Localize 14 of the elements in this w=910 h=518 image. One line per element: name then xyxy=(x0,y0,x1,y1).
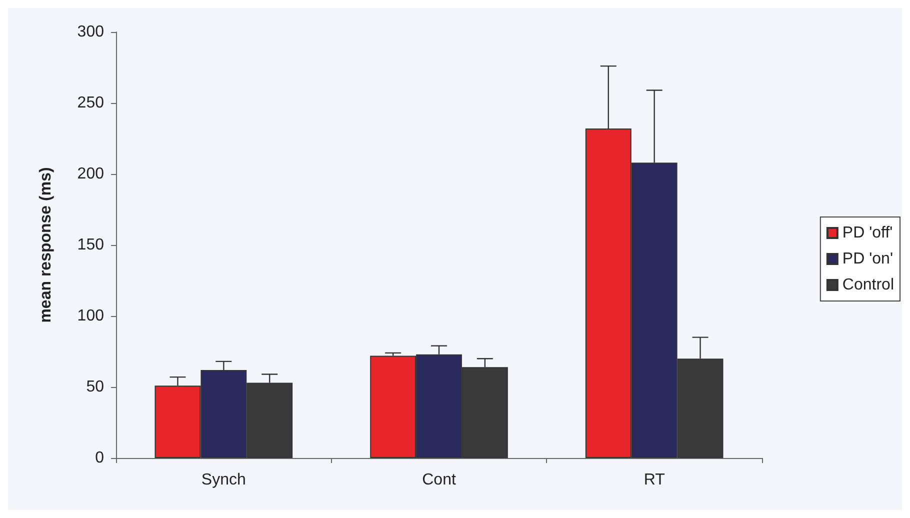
x-tick-label: RT xyxy=(644,472,666,488)
y-tick-label: 100 xyxy=(77,308,104,324)
y-tick-label: 250 xyxy=(77,94,104,112)
y-tick-label: 50 xyxy=(86,378,104,396)
x-tick-label: Cont xyxy=(422,472,456,488)
x-tick-label: Synch xyxy=(201,472,246,488)
y-tick-label: 300 xyxy=(77,24,104,40)
legend-label: Control xyxy=(842,276,894,294)
legend-label: PD 'off' xyxy=(842,224,893,242)
y-tick-label: 200 xyxy=(77,166,104,182)
legend-label: PD 'on' xyxy=(842,250,893,268)
y-tick-label: 0 xyxy=(95,450,104,466)
y-tick-label: 150 xyxy=(77,236,104,254)
y-axis-title: mean response (ms) xyxy=(38,167,54,323)
